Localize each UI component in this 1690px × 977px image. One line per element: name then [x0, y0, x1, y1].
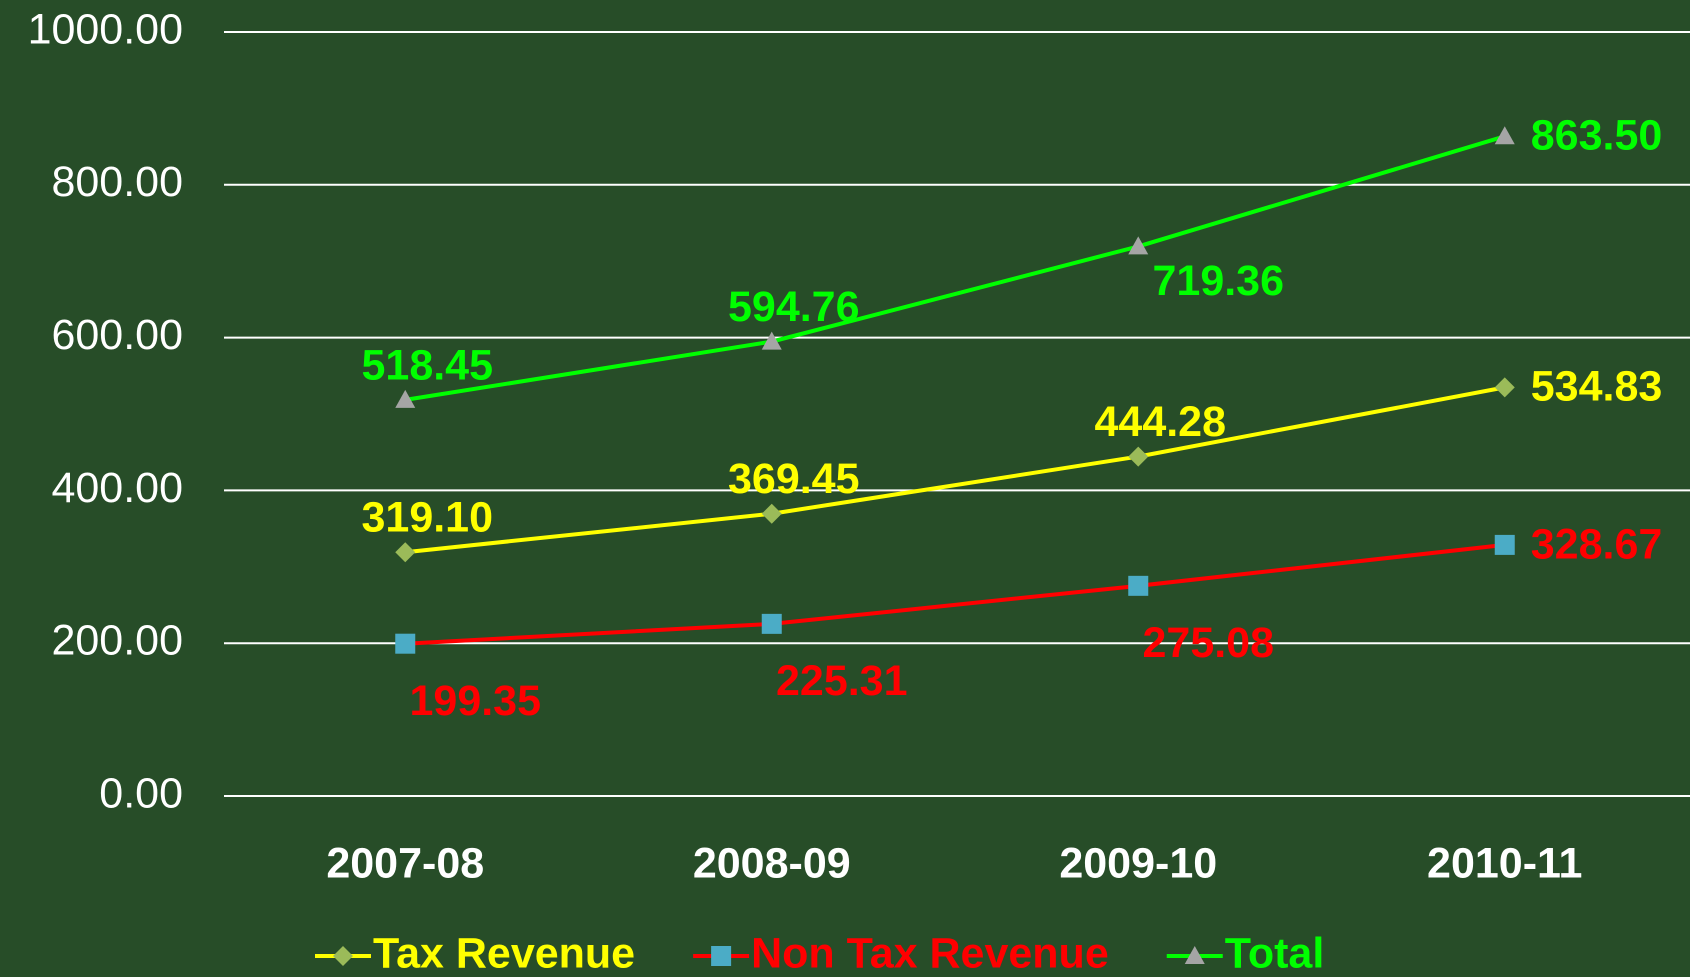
data-label: 719.36 — [1152, 257, 1284, 305]
y-tick-label: 400.00 — [51, 464, 183, 512]
marker — [333, 946, 353, 966]
legend-label: Tax Revenue — [373, 929, 635, 977]
legend-label: Non Tax Revenue — [751, 929, 1109, 977]
marker — [711, 946, 732, 966]
y-tick-label: 800.00 — [51, 158, 183, 206]
legend-label: Total — [1225, 929, 1325, 977]
x-tick-label: 2009-10 — [1059, 839, 1217, 887]
marker — [395, 633, 416, 654]
marker — [1494, 534, 1515, 555]
marker — [1494, 377, 1515, 398]
data-label: 328.67 — [1531, 520, 1663, 568]
data-label: 518.45 — [361, 341, 493, 389]
x-tick-label: 2010-11 — [1427, 839, 1582, 887]
data-label: 225.31 — [776, 657, 908, 705]
data-label: 444.28 — [1094, 398, 1226, 446]
marker — [1184, 946, 1205, 964]
data-label: 863.50 — [1531, 112, 1663, 160]
series-line — [405, 542, 1505, 646]
marker — [761, 331, 782, 350]
marker — [1128, 446, 1149, 467]
y-tick-label: 0.00 — [99, 769, 183, 817]
marker — [761, 503, 782, 524]
data-label: 199.35 — [409, 677, 541, 725]
x-tick-label: 2007-08 — [326, 839, 484, 887]
marker — [1494, 126, 1515, 145]
marker — [761, 613, 782, 634]
data-label: 534.83 — [1531, 363, 1663, 411]
series-line — [405, 385, 1506, 555]
data-label: 369.45 — [728, 455, 860, 503]
marker — [395, 389, 416, 408]
y-tick-label: 600.00 — [51, 311, 183, 359]
y-tick-label: 1000.00 — [28, 5, 183, 53]
data-label: 275.08 — [1142, 619, 1274, 667]
series-line — [404, 134, 1506, 402]
marker — [395, 542, 416, 563]
marker — [1128, 575, 1149, 596]
data-label: 594.76 — [728, 283, 860, 331]
marker — [1128, 236, 1149, 255]
y-tick-label: 200.00 — [51, 617, 183, 665]
data-label: 319.10 — [361, 494, 493, 542]
x-tick-label: 2008-09 — [693, 839, 851, 887]
